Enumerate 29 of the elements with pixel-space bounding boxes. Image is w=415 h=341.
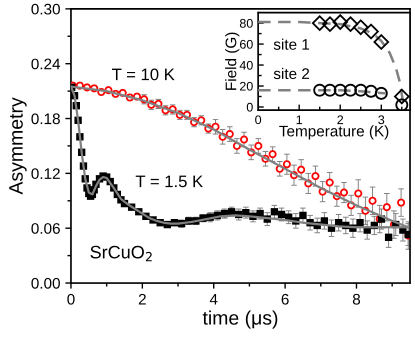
y-tick-label: 0.24 [31, 58, 60, 70]
y-tick-label: 0.30 [31, 4, 60, 15]
x-axis-title: time (μs) [202, 310, 278, 329]
x-tick-label: 0 [67, 294, 75, 305]
y-tick-label: 0 [246, 102, 253, 112]
annotation: SrCuO$_{2}$ [90, 246, 152, 262]
y-axis-title: Field (G) [225, 32, 240, 90]
y-tick-label: 0.12 [31, 168, 60, 180]
x-tick-label: 4 [210, 294, 218, 305]
x-tick-label: 8 [352, 294, 360, 305]
y-tick-label: 40 [240, 60, 253, 70]
y-axis-title: Asymmetry [9, 97, 27, 195]
y-tick-label: 80 [240, 18, 253, 28]
x-axis-title: Temperature (K) [279, 125, 388, 140]
y-tick-label: 0.06 [31, 223, 60, 234]
series-label: site 2 [274, 68, 310, 80]
series-label: T = 1.5 K [136, 176, 203, 188]
series-label: T = 10 K [112, 68, 175, 80]
y-tick-label: 60 [240, 40, 253, 49]
x-tick-label: 2 [138, 294, 146, 305]
series-label: site 1 [274, 38, 310, 50]
y-tick-label: 0.18 [31, 113, 60, 124]
x-tick-label: 2 [337, 115, 344, 124]
x-tick-label: 6 [282, 294, 289, 305]
x-tick-label: 0 [255, 115, 262, 124]
y-tick-label: 20 [240, 82, 253, 91]
x-tick-label: 1 [296, 115, 302, 124]
x-tick-label: 3 [378, 115, 384, 124]
y-tick-label: 0.00 [31, 278, 60, 289]
